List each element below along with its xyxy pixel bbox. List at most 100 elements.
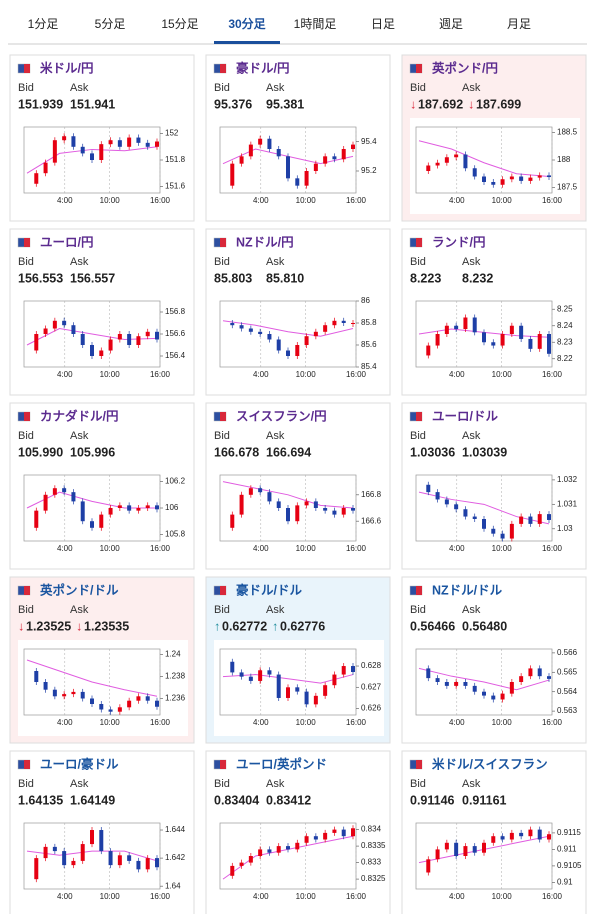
pair-name[interactable]: ユーロ/英ポンド — [236, 756, 327, 771]
bid-label: Bid — [410, 604, 426, 616]
candle — [99, 144, 104, 160]
x-tick-label: 16:00 — [150, 196, 171, 205]
tab[interactable]: 5分足 — [95, 17, 126, 31]
pair-name[interactable]: 豪ドル/ドル — [236, 582, 302, 597]
card[interactable]: NZドル/ドル Bid Ask 0.56466 0.56480 0.563 0.564 0.5… — [401, 576, 587, 744]
x-tick-label: 16:00 — [542, 544, 563, 553]
candle — [239, 156, 244, 164]
ask-value: 0.91161 — [462, 793, 507, 807]
pair-name[interactable]: NZドル/円 — [236, 235, 294, 249]
candle — [435, 492, 440, 500]
x-tick-label: 10:00 — [492, 196, 513, 205]
x-tick-label: 10:00 — [100, 718, 121, 727]
card[interactable]: 米ドル/スイスフラン Bid Ask 0.91146 0.91161 0.91 0.9105… — [401, 750, 587, 914]
flag-part — [416, 238, 422, 247]
tab[interactable]: 30分足 — [228, 16, 265, 31]
candle — [537, 514, 542, 524]
pair-name[interactable]: 豪ドル/円 — [236, 60, 289, 75]
candle — [332, 829, 337, 833]
candle — [537, 175, 542, 178]
pair-name[interactable]: ユーロ/ドル — [432, 409, 498, 423]
pair-name[interactable]: ユーロ/豪ドル — [40, 756, 119, 771]
moving-average — [222, 320, 354, 337]
card[interactable]: 豪ドル/円 Bid Ask 95.376 95.381 95.2 95.4 4:00 10:00… — [205, 54, 391, 222]
pair-name[interactable]: ランド/円 — [432, 235, 485, 249]
card[interactable]: ユーロ/ドル Bid Ask 1.03036 1.03039 1.03 1.031 1.032… — [401, 402, 587, 570]
card[interactable]: ユーロ/英ポンド Bid Ask 0.83404 0.83412 0.8325 0.833 0… — [205, 750, 391, 914]
bid-label: Bid — [410, 82, 426, 94]
candle — [155, 331, 159, 340]
candle — [71, 136, 76, 147]
candle — [472, 168, 477, 177]
candle — [500, 179, 505, 185]
y-tick-label: 1.644 — [165, 825, 186, 834]
candle — [145, 505, 150, 508]
candle — [304, 171, 309, 186]
candle — [519, 516, 524, 524]
candle — [90, 698, 94, 704]
candle — [239, 494, 244, 515]
ask-label: Ask — [266, 82, 285, 94]
bid-label: Bid — [410, 778, 426, 790]
candle — [547, 514, 551, 520]
x-tick-label: 4:00 — [253, 196, 269, 205]
tab[interactable]: 日足 — [371, 17, 395, 31]
card[interactable]: ユーロ/豪ドル Bid Ask 1.64135 1.64149 1.64 1.642 1.64… — [9, 750, 195, 914]
candle — [155, 700, 159, 707]
pair-name[interactable]: ユーロ/円 — [40, 235, 93, 249]
pair-name[interactable]: スイスフラン/円 — [236, 409, 327, 423]
candle — [108, 851, 113, 866]
ask-value: 187.699 — [476, 97, 521, 111]
pair-name[interactable]: 英ポンド/円 — [432, 60, 498, 75]
pair-name[interactable]: 米ドル/円 — [39, 60, 93, 75]
candle — [519, 676, 524, 682]
candle — [500, 533, 505, 539]
candle — [304, 336, 309, 345]
card[interactable]: カナダドル/円 Bid Ask 105.990 105.996 105.8 106 106.2… — [9, 402, 195, 570]
card[interactable]: スイスフラン/円 Bid Ask 166.678 166.694 166.6 166.8 4:… — [205, 402, 391, 570]
tab[interactable]: 15分足 — [161, 17, 198, 31]
ask-value: 1.03039 — [462, 445, 507, 459]
candle — [108, 339, 113, 351]
candle — [90, 153, 94, 160]
card[interactable]: NZドル/円 Bid Ask 85.803 85.810 85.4 85.6 85.8 86 4:… — [205, 228, 391, 396]
candle — [454, 504, 459, 510]
flag-part — [24, 760, 30, 769]
bid-label: Bid — [18, 82, 34, 94]
bid-label: Bid — [410, 256, 426, 268]
tab[interactable]: 週足 — [439, 17, 463, 31]
card[interactable]: ランド/円 Bid Ask 8.223 8.232 8.22 8.23 8.24 8.25 4:0… — [401, 228, 587, 396]
moving-average — [418, 667, 550, 691]
candle — [351, 828, 355, 837]
card[interactable]: 米ドル/円 Bid Ask 151.939 151.941 151.6 151.8 152 4:… — [9, 54, 195, 222]
candle — [258, 138, 263, 145]
candle — [239, 862, 244, 866]
moving-average — [26, 327, 158, 346]
pair-name[interactable]: 米ドル/スイスフラン — [431, 756, 548, 771]
bid-value: 0.91146 — [410, 793, 455, 807]
candle — [52, 140, 57, 163]
candle — [286, 508, 290, 522]
candle — [500, 334, 505, 346]
tab[interactable]: 月足 — [507, 17, 531, 31]
x-tick-label: 4:00 — [449, 196, 465, 205]
tab[interactable]: 1時間足 — [294, 17, 337, 31]
candle — [313, 695, 318, 705]
x-tick-label: 4:00 — [449, 718, 465, 727]
tab[interactable]: 1分足 — [28, 17, 59, 31]
pair-name[interactable]: NZドル/ドル — [432, 583, 503, 597]
candle — [463, 509, 468, 517]
candle — [351, 508, 355, 511]
candle — [509, 832, 514, 840]
x-tick-label: 10:00 — [100, 544, 121, 553]
candle — [509, 176, 514, 180]
pair-name[interactable]: カナダドル/円 — [40, 408, 118, 423]
x-tick-label: 16:00 — [150, 370, 171, 379]
candle — [62, 320, 67, 326]
candle — [267, 492, 272, 502]
pair-name[interactable]: 英ポンド/ドル — [40, 582, 119, 597]
card[interactable]: ユーロ/円 Bid Ask 156.553 156.557 156.4 156.6 156.8… — [9, 228, 195, 396]
